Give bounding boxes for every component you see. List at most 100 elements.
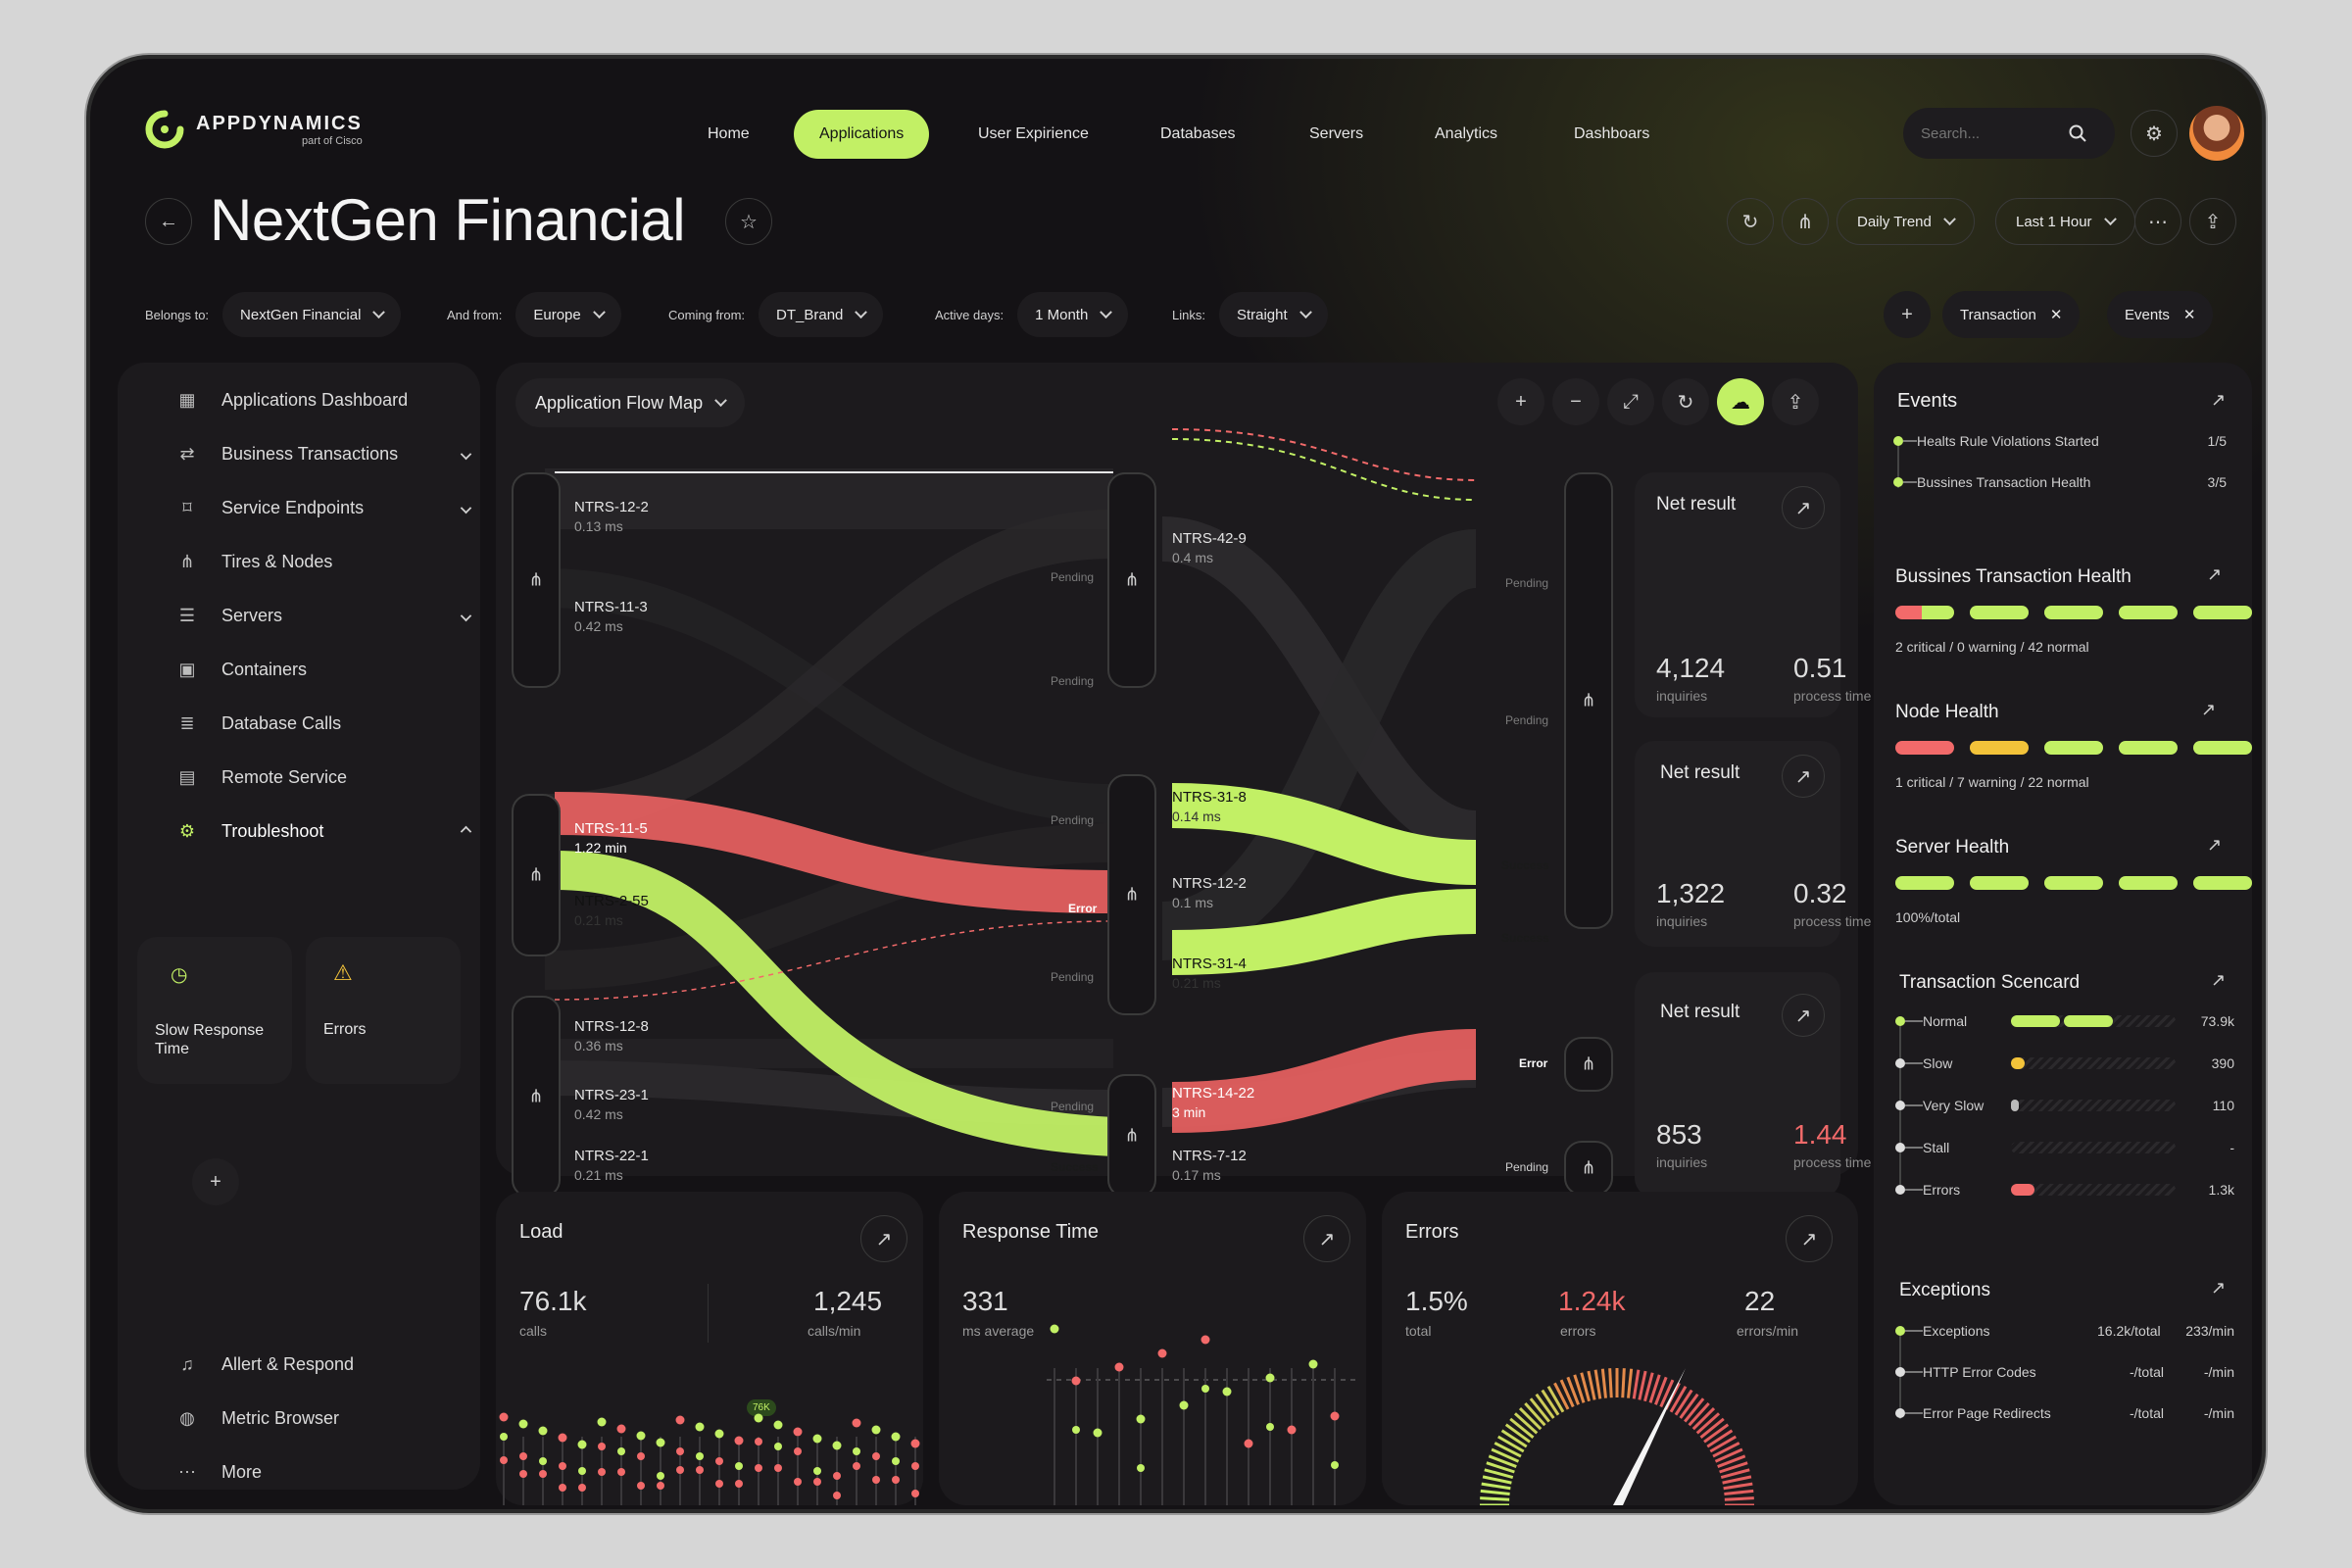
node-label[interactable]: NTRS-2-55 0.21 ms: [574, 892, 649, 929]
topology-button[interactable]: ⋔: [1782, 198, 1829, 245]
net-result-card[interactable]: Net result ↗ 1,322 inquiries 0.32 proces…: [1635, 741, 1871, 947]
reset-button[interactable]: ↻: [1662, 378, 1709, 425]
nav-servers[interactable]: Servers: [1309, 125, 1364, 142]
nav-databases[interactable]: Databases: [1160, 125, 1236, 142]
open-button[interactable]: ↗: [1786, 1215, 1833, 1262]
node-label[interactable]: NTRS-31-8 0.14 ms: [1172, 788, 1247, 825]
arrow-up-right-icon[interactable]: ↗: [2211, 1278, 2227, 1298]
search-icon[interactable]: [2068, 123, 2087, 143]
node-label[interactable]: NTRS-7-12 0.17 ms: [1172, 1147, 1247, 1184]
arrow-up-right-icon[interactable]: ↗: [2207, 564, 2223, 584]
arrow-up-right-icon[interactable]: ↗: [2211, 970, 2227, 990]
arrow-up-right-icon[interactable]: ↗: [2211, 390, 2227, 410]
node-label[interactable]: NTRS-12-2 0.1 ms: [1172, 874, 1247, 911]
chip-events[interactable]: Events ✕: [2107, 291, 2214, 338]
flow-node-group[interactable]: ⋔: [512, 794, 561, 956]
sidebar-item-service-endpoints[interactable]: ⌑ Service Endpoints: [176, 488, 490, 527]
tile-slow-response[interactable]: ◷ Slow Response Time: [137, 937, 292, 1084]
arrow-up-right-icon[interactable]: ↗: [2207, 835, 2223, 855]
more-button[interactable]: ⋯: [2134, 198, 2181, 245]
brand[interactable]: APPDYNAMICS part of Cisco: [145, 110, 363, 149]
sidebar-item-more[interactable]: ⋯ More: [176, 1452, 490, 1492]
open-button[interactable]: ↗: [1303, 1215, 1350, 1262]
flow-node-group[interactable]: ⋔: [1107, 774, 1156, 1015]
flow-node-group[interactable]: ⋔: [512, 996, 561, 1198]
sidebar-item-database-calls[interactable]: ≣ Database Calls: [176, 704, 490, 743]
chip-transaction[interactable]: Transaction ✕: [1942, 291, 2081, 338]
scorecard-row[interactable]: Errors 1.3k: [1895, 1182, 2234, 1198]
search-box[interactable]: [1903, 108, 2115, 159]
node-label[interactable]: NTRS-22-1 0.21 ms: [574, 1147, 649, 1184]
open-button[interactable]: ↗: [1782, 994, 1825, 1037]
scorecard-row[interactable]: Stall -: [1895, 1140, 2234, 1155]
refresh-button[interactable]: ↻: [1727, 198, 1774, 245]
belongs-select[interactable]: NextGen Financial: [222, 292, 402, 337]
zoom-in-button[interactable]: +: [1497, 378, 1544, 425]
open-button[interactable]: ↗: [1782, 755, 1825, 798]
close-icon[interactable]: ✕: [2049, 307, 2063, 323]
search-input[interactable]: [1921, 124, 2068, 142]
sidebar-item-business-transactions[interactable]: ⇄ Business Transactions: [176, 434, 490, 473]
nav-applications[interactable]: Applications: [794, 110, 930, 159]
node-label[interactable]: NTRS-12-8 0.36 ms: [574, 1017, 649, 1054]
sidebar-item-remote-service[interactable]: ▤ Remote Service: [176, 758, 490, 797]
flow-node-group[interactable]: ⋔: [1107, 1074, 1156, 1198]
node-label[interactable]: NTRS-23-1 0.42 ms: [574, 1086, 649, 1123]
back-button[interactable]: ←: [145, 198, 192, 245]
active-select[interactable]: 1 Month: [1017, 292, 1129, 337]
sidebar-item-metric-browser[interactable]: ◍ Metric Browser: [176, 1398, 490, 1438]
scorecard-row[interactable]: Very Slow 110: [1895, 1098, 2234, 1113]
add-filter-button[interactable]: +: [1884, 291, 1931, 338]
nav-user-experience[interactable]: User Expirience: [978, 125, 1089, 142]
exception-row[interactable]: Exceptions 16.2k/total 233/min: [1895, 1323, 2234, 1339]
net-result-card[interactable]: Net result ↗ 853 inquiries 1.44 process …: [1635, 972, 1871, 1198]
share-button[interactable]: ⇪: [2189, 198, 2236, 245]
sidebar-item-troubleshoot[interactable]: ⚙ Troubleshoot: [176, 811, 490, 851]
scorecard-row[interactable]: Slow 390: [1895, 1055, 2234, 1071]
flow-node-group[interactable]: ⋔: [512, 472, 561, 688]
flow-map-select[interactable]: Application Flow Map: [515, 378, 746, 427]
add-tile-button[interactable]: +: [192, 1158, 239, 1205]
nav-home[interactable]: Home: [708, 125, 750, 142]
range-select[interactable]: Last 1 Hour: [1995, 198, 2135, 245]
fullscreen-button[interactable]: ⤢: [1607, 378, 1654, 425]
exception-row[interactable]: Error Page Redirects -/total -/min: [1895, 1405, 2234, 1421]
scorecard-row[interactable]: Normal 73.9k: [1895, 1013, 2234, 1029]
settings-button[interactable]: ⚙: [2131, 110, 2178, 157]
node-label[interactable]: NTRS-31-4 0.21 ms: [1172, 955, 1247, 992]
export-button[interactable]: ⇪: [1772, 378, 1819, 425]
sidebar-item-containers[interactable]: ▣ Containers: [176, 650, 490, 689]
node-label[interactable]: NTRS-14-22 3 min: [1172, 1084, 1254, 1121]
sidebar-item-applications-dashboard[interactable]: ▦ Applications Dashboard: [176, 380, 490, 419]
flow-node-group[interactable]: ⋔: [1564, 1141, 1613, 1196]
node-label[interactable]: NTRS-12-2 0.13 ms: [574, 498, 649, 535]
zoom-out-button[interactable]: −: [1552, 378, 1599, 425]
flow-node-group[interactable]: ⋔: [1564, 1037, 1613, 1092]
node-label[interactable]: NTRS-11-5 1.22 min: [574, 819, 648, 857]
node-label[interactable]: NTRS-11-3 0.42 ms: [574, 598, 648, 635]
tile-errors[interactable]: ⚠ Errors: [306, 937, 461, 1084]
arrow-up-right-icon[interactable]: ↗: [2201, 700, 2217, 719]
trend-select[interactable]: Daily Trend: [1837, 198, 1975, 245]
layout-button[interactable]: ☁: [1717, 378, 1764, 425]
nav-analytics[interactable]: Analytics: [1435, 125, 1498, 142]
from-select[interactable]: Europe: [515, 292, 621, 337]
flow-node-group[interactable]: ⋔: [1107, 472, 1156, 688]
open-button[interactable]: ↗: [860, 1215, 907, 1262]
avatar[interactable]: [2189, 106, 2244, 161]
event-row[interactable]: Bussines Transaction Health 3/5: [1893, 474, 2227, 490]
node-label[interactable]: NTRS-42-9 0.4 ms: [1172, 529, 1247, 566]
sidebar-item-alert-respond[interactable]: ♫ Allert & Respond: [176, 1345, 490, 1384]
event-row[interactable]: Healts Rule Violations Started 1/5: [1893, 433, 2227, 449]
close-icon[interactable]: ✕: [2182, 307, 2196, 323]
nav-dashboards[interactable]: Dashboars: [1574, 125, 1650, 142]
links-select[interactable]: Straight: [1218, 292, 1328, 337]
sidebar-item-servers[interactable]: ☰ Servers: [176, 596, 490, 635]
net-result-card[interactable]: Net result ↗ 4,124 inquiries 0.51 proces…: [1635, 472, 1871, 717]
favorite-button[interactable]: ☆: [725, 198, 772, 245]
sidebar-item-tiers-nodes[interactable]: ⋔ Tires & Nodes: [176, 542, 490, 581]
flow-node-group[interactable]: ⋔: [1564, 472, 1613, 929]
open-button[interactable]: ↗: [1782, 486, 1825, 529]
exception-row[interactable]: HTTP Error Codes -/total -/min: [1895, 1364, 2234, 1380]
coming-select[interactable]: DT_Brand: [759, 292, 884, 337]
